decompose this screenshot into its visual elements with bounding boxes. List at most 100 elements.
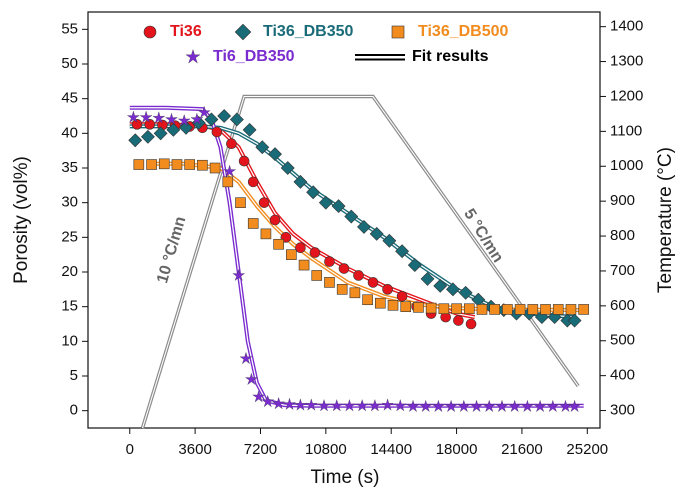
marker	[330, 399, 344, 412]
marker	[368, 399, 382, 412]
marker	[355, 399, 369, 412]
x-axis-label: Time (s)	[311, 467, 380, 488]
marker	[465, 318, 477, 330]
marker	[396, 290, 408, 302]
y-tick-label: 35	[61, 159, 78, 176]
marker	[197, 159, 208, 171]
temperature-line	[140, 94, 580, 429]
legend-marker	[185, 48, 201, 64]
marker	[502, 304, 513, 315]
marker	[540, 304, 551, 315]
marker	[126, 110, 140, 123]
y2-tick-label: 400	[610, 367, 635, 384]
x-tick-label: 0	[126, 441, 134, 458]
marker	[298, 259, 310, 271]
marker	[382, 284, 393, 295]
marker	[342, 399, 356, 412]
y-tick-label: 20	[61, 263, 78, 280]
marker	[331, 199, 346, 214]
marker	[567, 313, 582, 328]
legend-marker	[234, 23, 252, 41]
marker	[520, 399, 534, 413]
y2-tick-label: 1200	[610, 87, 643, 104]
legend-marker	[391, 25, 405, 39]
marker	[295, 242, 306, 254]
marker	[406, 399, 420, 413]
y2-tick-label: 600	[610, 297, 635, 314]
x-tick-label: 7200	[244, 441, 277, 458]
marker	[165, 112, 178, 125]
marker	[190, 112, 204, 125]
marker	[252, 390, 266, 403]
y2-tick-label: 1100	[610, 122, 642, 139]
y-tick-label: 15	[61, 298, 78, 315]
y-tick-label: 10	[61, 332, 78, 349]
marker	[495, 399, 509, 413]
marker	[269, 214, 281, 226]
marker	[344, 209, 359, 224]
marker	[369, 226, 384, 241]
marker	[304, 398, 318, 411]
marker	[293, 398, 307, 411]
marker	[133, 159, 145, 170]
marker	[533, 399, 547, 413]
marker	[527, 304, 539, 315]
marker	[223, 164, 237, 177]
marker	[419, 399, 433, 413]
y2-tick-label: 1300	[610, 53, 643, 70]
marker	[338, 263, 350, 274]
y-tick-label: 0	[70, 402, 78, 419]
marker	[362, 294, 373, 306]
fit-line	[147, 161, 584, 313]
marker	[179, 120, 193, 135]
legend-label: Ti36_DB500	[418, 23, 509, 40]
marker	[425, 302, 437, 314]
marker	[286, 249, 297, 260]
marker	[272, 396, 286, 410]
marker	[197, 105, 211, 119]
marker	[457, 399, 471, 413]
marker	[393, 399, 407, 412]
y2-tick-label: 300	[610, 402, 635, 419]
marker	[158, 158, 170, 170]
marker	[552, 304, 564, 315]
marker	[476, 304, 488, 315]
legend-label: Ti36	[170, 23, 202, 40]
marker	[578, 304, 589, 315]
marker	[235, 197, 246, 208]
marker	[238, 155, 250, 167]
marker	[546, 399, 560, 413]
marker	[353, 270, 364, 281]
marker	[311, 270, 323, 281]
marker	[177, 114, 191, 127]
marker	[375, 297, 386, 309]
x-tick-label: 3600	[178, 441, 211, 458]
x-tick-label: 18000	[436, 441, 478, 458]
marker	[261, 394, 275, 408]
x-tick-label: 10800	[305, 441, 347, 458]
y-tick-label: 40	[61, 124, 78, 141]
marker	[413, 302, 424, 313]
marker	[309, 247, 321, 258]
marker	[247, 218, 259, 229]
y-tick-label: 25	[61, 228, 78, 245]
marker	[382, 233, 397, 248]
marker	[232, 268, 246, 281]
marker	[152, 111, 166, 124]
plot-frame	[87, 11, 601, 429]
marker	[153, 126, 168, 141]
y-axis-label: Porosity (vol%)	[11, 156, 32, 284]
marker	[357, 220, 371, 234]
x-tick-label: 21600	[501, 441, 543, 458]
marker	[242, 122, 257, 137]
marker	[453, 315, 464, 326]
y-tick-label: 5	[70, 367, 78, 384]
marker	[514, 304, 526, 315]
fit-line-core	[129, 107, 584, 407]
marker	[407, 258, 422, 272]
marker	[184, 159, 195, 170]
marker	[166, 122, 181, 137]
marker	[318, 195, 333, 210]
x-tick-label: 25200	[566, 441, 608, 458]
marker	[565, 304, 577, 315]
